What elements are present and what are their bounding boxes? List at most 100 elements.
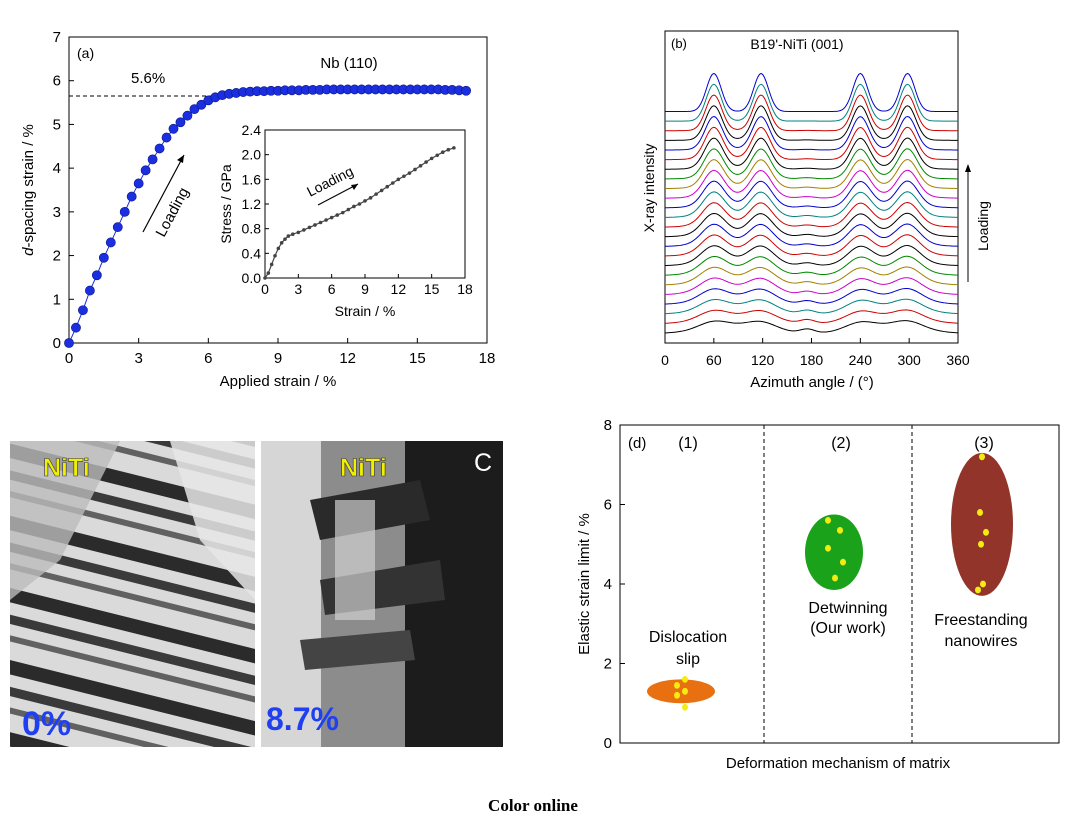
panel-b-profile <box>664 255 959 276</box>
inset-point <box>307 225 312 230</box>
panel-a-point <box>85 285 95 296</box>
inset-x-ticks: 0 3 6 9 12 15 18 <box>261 274 473 297</box>
panel-a-arrow-label: Loading <box>153 185 193 240</box>
panel-a-point <box>189 104 200 115</box>
inset-point <box>273 254 277 258</box>
panel-b-arrow-head <box>965 164 971 172</box>
figure-caption: Color online <box>488 796 578 815</box>
inset-point <box>396 177 401 182</box>
panel-d-group-ellipse <box>647 679 715 704</box>
panel-b-x-tick-label: 0 <box>661 352 669 368</box>
inset-point <box>346 207 351 212</box>
panel-b-profile <box>664 234 959 257</box>
panel-b: 0 60 120 180 240 300 360 (b) B19'-NiTi (001) A… <box>641 30 991 391</box>
panel-a-y-tick-label: 6 <box>53 73 61 90</box>
panel-b-profile <box>664 320 959 334</box>
inset-point <box>379 188 384 193</box>
panel-a-letter: (a) <box>77 45 94 61</box>
panel-b-x-tick-label: 60 <box>706 352 722 368</box>
panel-a-point <box>119 206 130 217</box>
inset-point <box>407 171 412 175</box>
inset-y-tick-label: 0.0 <box>242 270 262 286</box>
panel-a-y-tick-label: 5 <box>53 116 61 133</box>
panel-b-profile <box>664 148 959 180</box>
panel-a-point <box>91 270 102 281</box>
panel-a-point <box>140 165 151 176</box>
panel-d-group-dot <box>975 586 981 594</box>
inset-x-tick-label: 0 <box>261 281 269 297</box>
inset-point <box>313 223 317 227</box>
panel-a-title: Nb (110) <box>320 55 377 72</box>
inset-point <box>440 150 445 154</box>
panel-d-group-dot <box>978 540 984 548</box>
inset-y-tick-label: 1.2 <box>242 196 262 212</box>
inset-x-tick-label: 6 <box>328 281 336 297</box>
panel-a-y-tick-label: 2 <box>53 248 61 265</box>
micrograph-left-strain: 0% <box>22 705 71 743</box>
inset-point <box>429 156 434 161</box>
panel-a-point <box>182 110 193 121</box>
panel-d-y-ticks: 0 2 4 6 8 <box>604 417 625 752</box>
panel-b-x-tick-label: 120 <box>751 352 775 368</box>
micrograph-left-shade-b <box>170 441 255 600</box>
inset-y-tick-label: 1.6 <box>242 171 262 187</box>
panel-b-profile <box>664 309 959 324</box>
panel-b-profile <box>664 202 959 228</box>
panel-b-profile <box>664 83 959 122</box>
panel-b-profile <box>664 191 959 218</box>
inset-point <box>296 230 301 235</box>
inset-points <box>263 146 456 280</box>
panel-a-arrow-head <box>177 155 184 163</box>
panel-b-x-ticks: 0 60 120 180 240 300 360 <box>661 338 970 368</box>
panel-d-group-dot <box>832 574 838 582</box>
panel-d-y-tick-label: 6 <box>604 497 612 514</box>
panel-a-ylabel-d: d <box>20 247 37 256</box>
panel-b-profile <box>664 159 959 190</box>
inset-y-ticks: 0.0 0.4 0.8 1.2 1.6 2.0 2.4 <box>242 122 269 286</box>
inset-point <box>269 262 274 267</box>
panel-d-group-dot <box>983 528 989 536</box>
panel-d-group-label: Detwinning <box>808 600 887 617</box>
panel-b-profile <box>664 180 959 209</box>
panel-a-x-tick-label: 0 <box>65 350 73 367</box>
inset-x-tick-label: 15 <box>424 281 440 297</box>
panel-c-letter: C <box>474 449 492 477</box>
panel-a-plateau-label: 5.6% <box>131 70 165 87</box>
panel-a-x-tick-label: 12 <box>339 350 356 367</box>
panel-d-group-label: (Our work) <box>810 620 886 637</box>
panel-a-point <box>168 123 179 134</box>
inset-x-tick-label: 18 <box>457 281 473 297</box>
panel-d-ylabel: Elastic strain limit / % <box>576 513 593 655</box>
panel-b-profile <box>665 72 958 112</box>
panel-d-group-dot <box>977 509 983 516</box>
inset-point <box>329 215 334 220</box>
inset-point <box>424 160 428 164</box>
inset-point <box>413 167 417 172</box>
panel-a-point <box>98 252 109 263</box>
panel-a-ylabel: d-spacing strain / % <box>20 124 37 256</box>
panel-d-group-dot <box>840 558 846 566</box>
inset-point <box>286 234 291 238</box>
micrograph-right-highlight <box>335 500 375 620</box>
inset-point <box>402 174 406 179</box>
inset-point <box>452 146 456 150</box>
panel-d-group-dot <box>980 580 986 588</box>
panel-a-ylabel-rest: -spacing strain / % <box>20 124 37 247</box>
panel-d-group-dot <box>682 676 688 683</box>
panel-b-arrow-label: Loading <box>975 201 991 251</box>
inset-point <box>363 199 367 203</box>
panel-a-y-tick-label: 3 <box>53 204 61 221</box>
panel-d-groups: (1) Dislocation slip (2) Detwinning (Our work… <box>647 435 1028 711</box>
inset-loading-arrow <box>317 183 359 206</box>
panel-d-group-number: (2) <box>831 435 851 452</box>
micrograph-right-streak-c <box>300 630 415 670</box>
panel-a-point <box>196 99 207 110</box>
panel-a-point <box>112 222 123 233</box>
panel-b-profile <box>664 277 959 295</box>
panel-d-y-tick-label: 8 <box>604 417 612 434</box>
panel-a-xlabel: Applied strain / % <box>220 373 337 390</box>
inset-point <box>385 184 390 189</box>
panel-d-y-tick-label: 2 <box>604 656 612 673</box>
